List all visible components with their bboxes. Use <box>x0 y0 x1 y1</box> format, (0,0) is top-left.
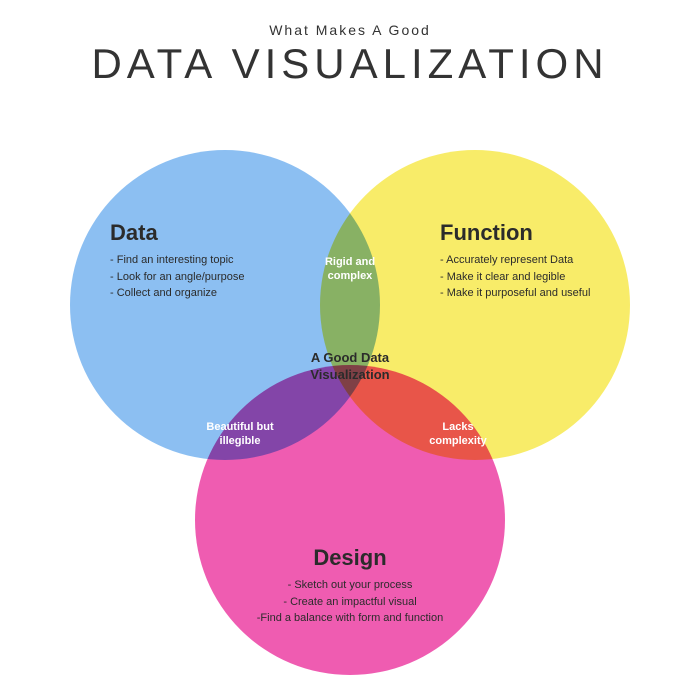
overlap-center: A Good Data Visualization <box>295 350 405 384</box>
design-bullet-1: - Create an impactful visual <box>225 594 475 611</box>
design-bullets: - Sketch out your process - Create an im… <box>225 577 475 627</box>
function-bullets: - Accurately represent Data - Make it cl… <box>440 252 640 302</box>
venn-diagram: Data - Find an interesting topic - Look … <box>0 0 700 700</box>
design-title: Design <box>225 545 475 571</box>
function-bullet-2: - Make it purposeful and useful <box>440 285 640 302</box>
function-bullet-1: - Make it clear and legible <box>440 269 640 286</box>
function-title: Function <box>440 220 640 246</box>
data-bullet-1: - Look for an angle/purpose <box>110 269 290 286</box>
data-label-block: Data - Find an interesting topic - Look … <box>110 220 290 302</box>
overlap-data-function: Rigid and complex <box>305 255 395 284</box>
function-bullet-0: - Accurately represent Data <box>440 252 640 269</box>
data-bullet-2: - Collect and organize <box>110 285 290 302</box>
data-bullets: - Find an interesting topic - Look for a… <box>110 252 290 302</box>
design-label-block: Design - Sketch out your process - Creat… <box>225 545 475 627</box>
data-bullet-0: - Find an interesting topic <box>110 252 290 269</box>
overlap-function-design: Lacks complexity <box>413 420 503 449</box>
overlap-data-design: Beautiful but illegible <box>195 420 285 449</box>
venn-circle-design <box>195 365 505 675</box>
function-label-block: Function - Accurately represent Data - M… <box>440 220 640 302</box>
design-bullet-2: -Find a balance with form and function <box>225 610 475 627</box>
design-bullet-0: - Sketch out your process <box>225 577 475 594</box>
data-title: Data <box>110 220 290 246</box>
